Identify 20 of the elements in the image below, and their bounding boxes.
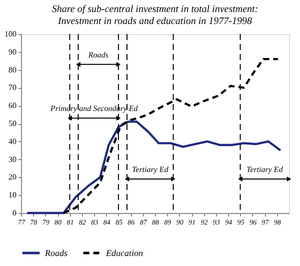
text: Share of sub-central investment in total investment: (52, 4, 258, 15)
annotation: Roads (87, 50, 108, 60)
line-series (26, 120, 282, 214)
text: Investment in roads and education in 1977-1998 (58, 16, 252, 27)
annotation: Tertiary Ed (246, 164, 284, 174)
y-tick-label: 40 (8, 136, 16, 146)
y-tick-label: 10 (8, 190, 16, 200)
annotation: Primary and Secondary Ed (49, 104, 139, 114)
y-tick-label: 30 (8, 154, 16, 164)
y-tick-label: 70 (8, 83, 16, 92)
y-tick-label: 20 (8, 172, 16, 182)
y-tick-label: 50 (8, 119, 16, 128)
y-tick-label: 90 (8, 47, 16, 56)
annotation: Tertiary Ed (132, 164, 170, 174)
legend-label: Education (105, 248, 144, 258)
y-tick-label: 60 (8, 101, 16, 110)
y-tick-label: 0 (12, 208, 16, 218)
legend-label: Roads (44, 248, 68, 258)
y-tick-label: 100 (4, 30, 16, 38)
y-tick-label: 80 (8, 65, 16, 74)
